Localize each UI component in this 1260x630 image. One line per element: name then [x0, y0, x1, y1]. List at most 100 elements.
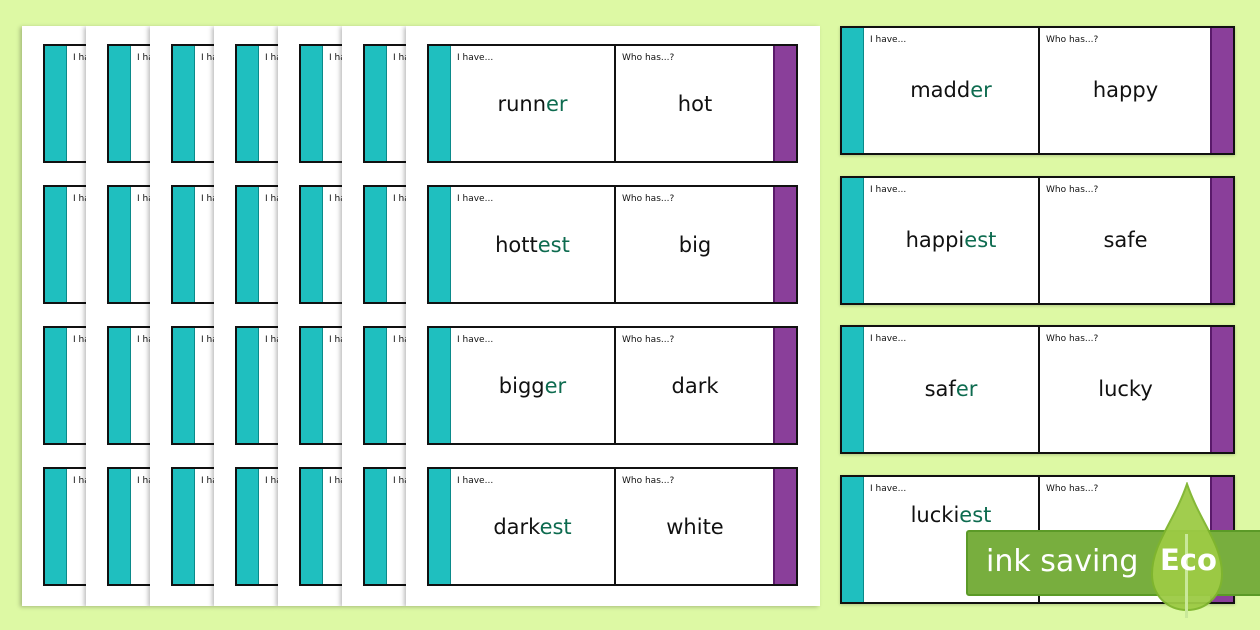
who-has-label: Who has...? [622, 53, 675, 63]
i-have-section: I have... bigger [451, 328, 614, 443]
bingo-card: I have... [235, 467, 278, 586]
word-suffix: est [964, 228, 997, 252]
i-have-section: I have... [131, 469, 150, 584]
bingo-card: I have... safer Who has...? lucky [840, 325, 1235, 454]
i-have-label: I have... [73, 476, 86, 486]
who-has-section: Who has...? lucky [1038, 327, 1211, 452]
teal-strip [842, 28, 864, 153]
teal-strip [301, 187, 323, 302]
teal-strip [237, 469, 259, 584]
teal-strip [45, 469, 67, 584]
back-page: I have... I have... I have... I have... [22, 26, 86, 606]
i-have-section: I have... [195, 46, 214, 161]
i-have-section: I have... [323, 328, 342, 443]
i-have-label: I have... [329, 476, 342, 486]
i-have-label: I have... [870, 35, 907, 45]
back-page: I have... I have... I have... I have... [342, 26, 406, 606]
i-have-section: I have... [387, 328, 406, 443]
teal-strip [237, 187, 259, 302]
purple-strip [1210, 178, 1233, 303]
i-have-label: I have... [457, 53, 494, 63]
word-base: runn [497, 92, 546, 116]
teal-strip [45, 46, 67, 161]
teal-strip [109, 46, 131, 161]
word-suffix: er [544, 374, 567, 398]
i-have-label: I have... [137, 194, 150, 204]
teal-strip [45, 187, 67, 302]
who-has-word: safe [1103, 228, 1148, 252]
i-have-label: I have... [73, 194, 86, 204]
i-have-section: I have... madder [864, 28, 1038, 153]
i-have-label: I have... [329, 194, 342, 204]
who-has-section: Who has...? hot [614, 46, 774, 161]
teal-strip [237, 46, 259, 161]
word-suffix: est [537, 233, 570, 257]
purple-strip [1210, 327, 1233, 452]
word-base: madd [910, 78, 971, 102]
teal-strip [173, 46, 195, 161]
teal-strip [429, 469, 451, 584]
bingo-card: I have... [43, 44, 86, 163]
i-have-label: I have... [265, 335, 278, 345]
i-have-section: I have... [67, 469, 86, 584]
i-have-section: I have... [67, 328, 86, 443]
word-suffix: er [970, 78, 992, 102]
who-has-word: hot [677, 92, 713, 116]
i-have-section: I have... [323, 46, 342, 161]
bingo-card: I have... [363, 185, 406, 304]
i-have-label: I have... [265, 476, 278, 486]
i-have-label: I have... [137, 53, 150, 63]
i-have-word: happiest [864, 228, 1038, 252]
who-has-section: Who has...? big [614, 187, 774, 302]
i-have-section: I have... [259, 187, 278, 302]
bingo-card: I have... [299, 44, 342, 163]
i-have-section: I have... [323, 469, 342, 584]
who-has-word: big [678, 233, 712, 257]
i-have-label: I have... [201, 194, 214, 204]
teal-strip [842, 477, 864, 602]
who-has-label: Who has...? [622, 476, 675, 486]
i-have-label: I have... [137, 476, 150, 486]
i-have-label: I have... [137, 335, 150, 345]
teal-strip [45, 328, 67, 443]
who-has-section: Who has...? safe [1038, 178, 1211, 303]
word-base: dark [493, 515, 540, 539]
badge-text: ink saving [986, 544, 1139, 579]
i-have-label: I have... [329, 53, 342, 63]
i-have-word: runner [451, 92, 614, 116]
teal-strip [365, 328, 387, 443]
i-have-section: I have... [259, 328, 278, 443]
word-base: hott [495, 233, 538, 257]
word-base: lucki [910, 503, 960, 527]
word-suffix: est [959, 503, 992, 527]
i-have-label: I have... [73, 335, 86, 345]
i-have-section: I have... runner [451, 46, 614, 161]
i-have-section: I have... [131, 187, 150, 302]
who-has-section: Who has...? white [614, 469, 774, 584]
bingo-card: I have... [43, 185, 86, 304]
i-have-section: I have... darkest [451, 469, 614, 584]
i-have-section: I have... [387, 469, 406, 584]
bingo-card: I have... madder Who has...? happy [840, 26, 1235, 155]
who-has-label: Who has...? [622, 194, 675, 204]
bingo-card: I have... [43, 467, 86, 586]
who-has-label: Who has...? [1046, 484, 1099, 494]
eco-label: Eco [1160, 543, 1217, 577]
i-have-label: I have... [265, 53, 278, 63]
i-have-section: I have... luckiest [864, 477, 1038, 602]
i-have-word: darkest [451, 515, 614, 539]
bingo-card: I have... [171, 185, 214, 304]
bingo-card: I have... happiest Who has...? safe [840, 176, 1235, 305]
teal-strip [365, 46, 387, 161]
back-page: I have... I have... I have... I have... [278, 26, 342, 606]
word-base: saf [924, 377, 956, 401]
back-page: I have... I have... I have... I have... [150, 26, 214, 606]
teal-strip [842, 327, 864, 452]
teal-strip [173, 469, 195, 584]
teal-strip [429, 328, 451, 443]
teal-strip [842, 178, 864, 303]
bingo-card: I have... [107, 185, 150, 304]
i-have-section: I have... [67, 187, 86, 302]
i-have-section: I have... [387, 187, 406, 302]
teal-strip [109, 187, 131, 302]
